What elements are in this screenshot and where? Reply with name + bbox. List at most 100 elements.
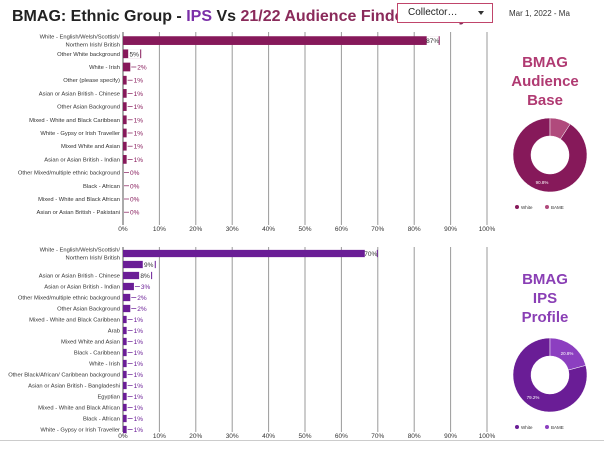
category-label: Mixed - White and Black Caribbean [29, 118, 120, 124]
audience-bar-chart: 0% 10% 20% 30% 40% 50% 60% 70% 80% 90% 100% White -… [18, 32, 496, 233]
category-label: Asian or Asian British - Bangladeshi [28, 384, 120, 390]
x-tick-label: 70% [371, 226, 384, 233]
data-label: 1% [134, 104, 144, 111]
x-tick-label: 10% [153, 433, 166, 440]
x-tick-label: 100% [479, 433, 496, 440]
bar [123, 337, 127, 346]
legend-marker [515, 425, 519, 429]
category-label: Asian or Asian British - Chinese [39, 274, 120, 280]
data-label: 2% [137, 306, 147, 313]
data-label: 1% [134, 383, 144, 390]
category-label: Other Asian Background [57, 307, 120, 313]
category-label: White - English/Welsh/Scottish/ [40, 35, 121, 41]
category-label: Asian or Asian British - Chinese [39, 91, 120, 97]
x-tick-label: 60% [335, 226, 348, 233]
legend-label: White [521, 205, 533, 210]
data-label: 1% [134, 131, 144, 138]
donut-data-label: 90.8% [536, 180, 549, 185]
data-label: 1% [134, 157, 144, 164]
x-tick-label: 30% [226, 226, 239, 233]
bar [123, 293, 131, 302]
x-tick-label: 40% [262, 433, 275, 440]
bar [123, 271, 153, 280]
category-label: Mixed - White and Black African [38, 406, 120, 412]
bar [123, 141, 127, 151]
x-tick-label: 10% [153, 226, 166, 233]
category-label: White - Gypsy or Irish Traveller [40, 428, 120, 434]
bar [123, 403, 127, 412]
data-label: 9% [144, 262, 154, 269]
legend-marker [515, 205, 519, 209]
audience-title-line: BMAG [522, 54, 568, 71]
bar [123, 89, 127, 98]
bar [123, 75, 127, 85]
data-label: 0% [130, 183, 140, 190]
data-label: 1% [134, 372, 144, 379]
data-label: 1% [134, 427, 144, 434]
bar [123, 36, 440, 45]
chevron-down-icon [478, 11, 484, 15]
category-label: Black - African [83, 417, 120, 423]
category-label: Mixed White and Asian [61, 144, 120, 150]
category-label: Black - Caribbean [74, 351, 120, 357]
data-label: 2% [137, 65, 147, 72]
bar [123, 425, 127, 434]
x-tick-label: 0% [118, 226, 128, 233]
category-label: Black - African [83, 184, 120, 190]
category-label: Other Black/African/ Caribbean backgroun… [8, 373, 120, 379]
bar [123, 249, 378, 258]
ips-title-line: IPS [532, 290, 558, 307]
title-vs: Vs [212, 8, 241, 25]
ips-profile-title: BMAG IPS Profile [510, 270, 580, 327]
category-label: Asian or Asian British - Indian [44, 157, 120, 163]
x-tick-label: 40% [262, 226, 275, 233]
bar [123, 381, 127, 390]
donut-slice [512, 117, 588, 193]
data-label-bg [128, 49, 141, 59]
bar [123, 115, 127, 125]
date-range-control[interactable]: Mar 1, 2022 - Ma [509, 9, 570, 18]
bar [123, 62, 131, 72]
category-label: Arab [108, 329, 120, 335]
data-label: 1% [134, 144, 144, 151]
collector-dropdown[interactable]: Collector… [397, 3, 493, 23]
category-label: Other White background [57, 52, 120, 58]
audience-title-line: Base [527, 92, 563, 109]
bar [123, 370, 127, 379]
legend-label: BAME [551, 205, 564, 210]
category-label: White - English/Welsh/Scottish/ [40, 248, 121, 254]
data-label-bg [139, 271, 152, 280]
data-label-bg [142, 260, 155, 269]
ips-title-line: BMAG [522, 271, 568, 288]
category-label: Mixed - White and Black African [38, 197, 120, 203]
data-label: 1% [134, 394, 144, 401]
category-label: Other Mixed/multiple ethnic background [18, 296, 120, 302]
bar [123, 304, 131, 313]
data-label: 3% [141, 284, 151, 291]
divider [0, 440, 604, 441]
audience-title-line: Audience [511, 73, 579, 90]
x-tick-label: 20% [189, 433, 202, 440]
bar [123, 414, 127, 423]
x-tick-label: 80% [408, 226, 421, 233]
bar [123, 155, 127, 164]
x-tick-label: 50% [298, 433, 311, 440]
x-tick-label: 20% [189, 226, 202, 233]
donut-slice [549, 337, 587, 371]
data-label: 1% [134, 91, 144, 98]
bar [123, 315, 127, 324]
data-label: 87% [426, 38, 439, 45]
data-label: 70% [364, 251, 377, 258]
data-label: 1% [134, 416, 144, 423]
category-label: Northern Irish/ British [66, 256, 120, 262]
category-label: Northern Irish/ British [66, 43, 120, 49]
data-label: 0% [130, 197, 140, 204]
x-tick-label: 30% [226, 433, 239, 440]
category-label: White - Gypsy or Irish Traveller [40, 131, 120, 137]
data-label: 8% [140, 273, 150, 280]
legend-marker [545, 425, 549, 429]
bar [123, 326, 127, 335]
donut-data-label: 20.8% [561, 351, 574, 356]
category-label: White - Irish [89, 362, 120, 368]
data-label-bg [364, 249, 377, 258]
